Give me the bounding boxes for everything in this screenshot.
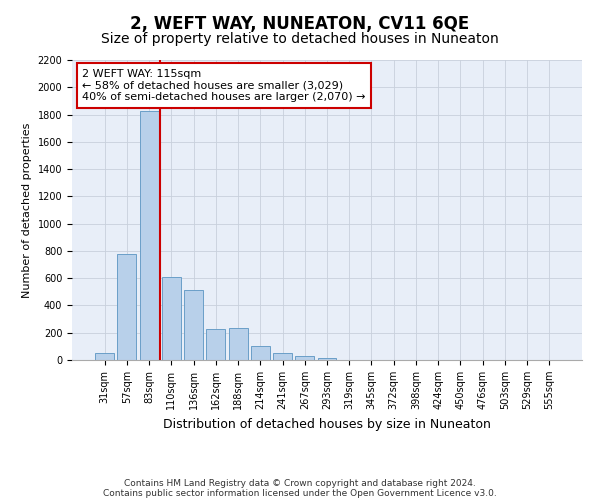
Bar: [295, 356, 314, 360]
Bar: [251, 346, 270, 360]
X-axis label: Distribution of detached houses by size in Nuneaton: Distribution of detached houses by size …: [163, 418, 491, 430]
Text: Size of property relative to detached houses in Nuneaton: Size of property relative to detached ho…: [101, 32, 499, 46]
Text: Contains HM Land Registry data © Crown copyright and database right 2024.: Contains HM Land Registry data © Crown c…: [124, 478, 476, 488]
Y-axis label: Number of detached properties: Number of detached properties: [22, 122, 32, 298]
Bar: [317, 358, 337, 360]
Text: 2, WEFT WAY, NUNEATON, CV11 6QE: 2, WEFT WAY, NUNEATON, CV11 6QE: [130, 15, 470, 33]
Bar: [184, 290, 203, 360]
Bar: [206, 328, 225, 360]
Bar: [162, 277, 181, 360]
Text: Contains public sector information licensed under the Open Government Licence v3: Contains public sector information licen…: [103, 488, 497, 498]
Bar: [95, 353, 114, 360]
Bar: [140, 111, 158, 360]
Bar: [229, 328, 248, 360]
Text: 2 WEFT WAY: 115sqm
← 58% of detached houses are smaller (3,029)
40% of semi-deta: 2 WEFT WAY: 115sqm ← 58% of detached hou…: [82, 69, 366, 102]
Bar: [273, 353, 292, 360]
Bar: [118, 254, 136, 360]
